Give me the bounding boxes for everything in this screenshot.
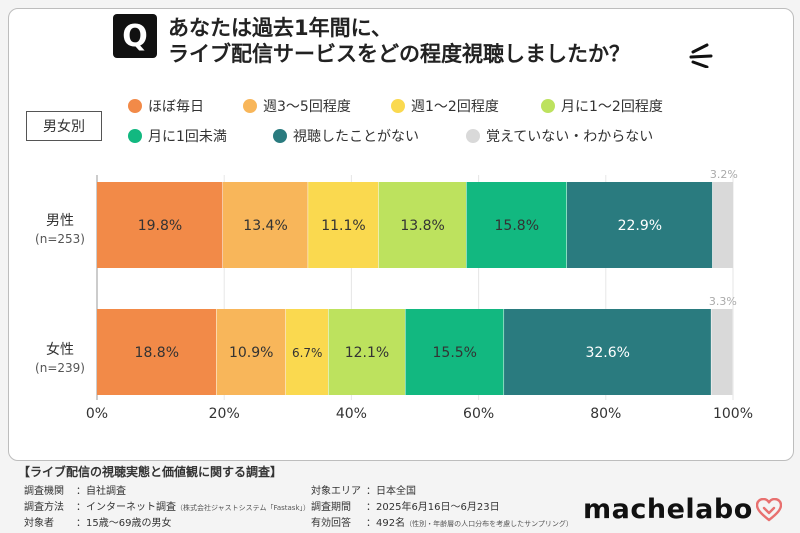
legend-item: 週3～5回程度: [243, 96, 351, 116]
x-tick-label: 100%: [713, 406, 753, 422]
brand-logo: machelabo: [583, 494, 753, 525]
legend-swatch: [243, 99, 257, 113]
legend-item: 覚えていない・わからない: [466, 126, 653, 146]
x-tick-label: 0%: [86, 406, 108, 422]
legend-swatch: [541, 99, 555, 113]
data-label: 13.4%: [243, 218, 287, 234]
bar-segment: [97, 182, 223, 268]
data-label: 6.7%: [292, 346, 323, 360]
legend-label: 覚えていない・わからない: [486, 129, 654, 145]
x-tick-label: 20%: [209, 406, 240, 422]
data-label: 19.8%: [138, 218, 182, 234]
bar-segment: [308, 182, 379, 268]
data-label: 10.9%: [229, 345, 273, 361]
legend-swatch: [391, 99, 405, 113]
bar-segment: [712, 182, 733, 268]
legend-item: 月に1回未満: [128, 126, 227, 146]
footer-value-text: ：492名: [366, 518, 406, 529]
legend-label: ほぼ毎日: [148, 99, 204, 115]
footer-key: 対象者: [24, 518, 54, 529]
footer-value: ：自社調査: [76, 486, 126, 497]
legend-label: 週1～2回程度: [411, 99, 499, 115]
x-tick-label: 40%: [336, 406, 367, 422]
footer-value: ：15歳～69歳の男女: [76, 518, 172, 529]
data-label: 15.8%: [495, 218, 539, 234]
data-label: 22.9%: [618, 218, 662, 234]
stacked-bar-chart: 0% 20% 40% 60% 80% 100% 19.8% 13.4% 11.1% 13.8% 15…: [86, 168, 753, 422]
data-label: 11.1%: [321, 218, 365, 234]
legend-item: ほぼ毎日: [128, 96, 204, 116]
footer-key: 調査方法: [24, 502, 64, 513]
data-label: 3.2%: [710, 168, 738, 181]
legend-label: 視聴したことがない: [293, 129, 419, 145]
footer-title: 【ライブ配信の視聴実態と価値観に関する調査】: [18, 465, 283, 479]
footer-key: 調査機関: [24, 486, 64, 497]
legend-swatch: [128, 129, 142, 143]
bar-segment: [405, 309, 505, 395]
data-label: 3.3%: [709, 295, 737, 308]
data-label: 13.8%: [400, 218, 444, 234]
bar-segment: [285, 309, 329, 395]
bar-segment: [97, 309, 217, 395]
legend-label: 月に1回未満: [148, 129, 227, 145]
row-label-text: 女性: [46, 342, 74, 358]
row-label-male: 男性 (n=253): [30, 212, 90, 248]
segment-label: 男女別: [26, 111, 102, 141]
data-label: 18.8%: [135, 345, 179, 361]
legend-item: 週1～2回程度: [391, 96, 499, 116]
question-badge: Q: [113, 14, 157, 58]
bar-segment: [222, 182, 309, 268]
emphasis-marks-icon: [689, 43, 713, 68]
footer-value: ：インターネット調査（株式会社ジャストシステム「Fastask」）: [76, 498, 310, 513]
legend-label: 週3～5回程度: [263, 99, 351, 115]
x-tick-label: 80%: [590, 406, 621, 422]
legend-swatch: [466, 129, 480, 143]
footer-value: ：492名（性別・年齢層の人口分布を考慮したサンプリング）: [366, 514, 573, 529]
legend-swatch: [273, 129, 287, 143]
footer: [0, 462, 800, 533]
x-tick-label: 60%: [463, 406, 494, 422]
legend-item: 視聴したことがない: [273, 126, 419, 146]
data-label: 15.5%: [433, 345, 477, 361]
footer-value: ：日本全国: [366, 486, 416, 497]
footer-key: 有効回答: [311, 518, 351, 529]
row-label-n: (n=253): [35, 232, 85, 246]
bar-segment: [216, 309, 286, 395]
row-label-female: 女性 (n=239): [30, 341, 90, 377]
chart-title-line1: あなたは過去1年間に、: [168, 16, 392, 40]
footer-key: 対象エリア: [311, 486, 361, 497]
legend-label: 月に1～2回程度: [561, 99, 663, 115]
bar-segment: [466, 182, 568, 268]
bar-segment: [328, 309, 406, 395]
bar-segment: [711, 309, 733, 395]
footer-value: ：2025年6月16日～6月23日: [366, 502, 500, 513]
bar-segment: [504, 309, 712, 395]
row-label-text: 男性: [46, 213, 74, 229]
data-label: 12.1%: [345, 345, 389, 361]
data-label: 32.6%: [585, 345, 629, 361]
footer-key: 調査期間: [311, 502, 351, 513]
legend-swatch: [128, 99, 142, 113]
heart-logo-icon: [756, 498, 782, 522]
bar-segment: [567, 182, 713, 268]
legend-item: 月に1～2回程度: [541, 96, 663, 116]
footer-value-text: ：インターネット調査: [76, 502, 176, 513]
footer-note: （株式会社ジャストシステム「Fastask」）: [176, 504, 310, 512]
chart-title-line2: ライブ配信サービスをどの程度視聴しましたか？: [168, 42, 630, 66]
footer-note: （性別・年齢層の人口分布を考慮したサンプリング）: [405, 520, 573, 528]
bar-segment: [378, 182, 467, 268]
row-label-n: (n=239): [35, 361, 85, 375]
